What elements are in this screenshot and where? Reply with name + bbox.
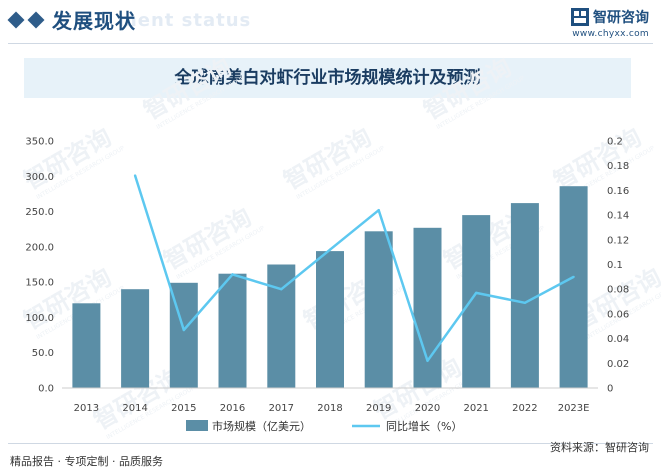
x-tick-label: 2018 — [317, 403, 342, 414]
y-right-tick-label: 0.06 — [607, 309, 629, 320]
y-left-tick-label: 50.0 — [32, 348, 54, 359]
brand-url: www.chyxx.com — [572, 28, 649, 39]
page-header: ment status 发展现状 智研咨询 www.chyxx.com — [0, 0, 661, 44]
y-left-tick-label: 250.0 — [25, 207, 54, 218]
y-left-tick-label: 200.0 — [25, 242, 54, 253]
x-tick-label: 2015 — [171, 403, 196, 414]
chart-title-band: 全球南美白对虾行业市场规模统计及预测 — [24, 58, 631, 98]
bar-2016 — [218, 273, 247, 388]
y-left-tick-label: 300.0 — [25, 172, 54, 183]
brand: 智研咨询 www.chyxx.com — [571, 6, 649, 39]
x-tick-label: 2021 — [463, 403, 488, 414]
line-layer — [133, 174, 575, 363]
growth-point-2015 — [182, 328, 185, 332]
growth-line — [133, 175, 575, 363]
y-right-tick-label: 0.18 — [607, 161, 629, 172]
growth-point-2023E — [572, 275, 575, 279]
y-right-tick-label: 0.02 — [607, 359, 629, 370]
bar-2013 — [72, 303, 101, 388]
brand-logo-icon — [571, 7, 589, 26]
y-right-tick-label: 0.12 — [607, 235, 629, 246]
y-right-tick-label: 0.04 — [607, 334, 629, 345]
bar-2023E — [559, 186, 588, 388]
y-left-tick-label: 150.0 — [25, 278, 54, 289]
bar-2020 — [413, 227, 442, 388]
x-tick-label: 2022 — [512, 403, 537, 414]
y-right-tick-label: 0.1 — [607, 260, 623, 271]
y-right-tick-label: 0.08 — [607, 285, 629, 296]
footer-source: 资料来源：智研咨询 — [550, 441, 649, 454]
x-tick-label: 2013 — [74, 403, 99, 414]
bar-2014 — [121, 289, 150, 388]
growth-point-2022 — [523, 301, 527, 304]
x-tick-label: 2016 — [220, 403, 245, 414]
y-right-tick-label: 0.2 — [607, 137, 623, 148]
footer-tagline: 精品报告 · 专项定制 · 品质服务 — [10, 455, 163, 468]
growth-point-2020 — [426, 359, 429, 362]
bar-2022 — [510, 203, 539, 388]
growth-point-2014 — [133, 174, 137, 177]
y-right-tick-label: 0.14 — [607, 211, 629, 222]
brand-name: 智研咨询 — [593, 9, 649, 26]
growth-point-2018 — [328, 248, 332, 251]
footer-divider — [8, 443, 653, 444]
legend-swatch-bar — [186, 420, 208, 431]
y-left-tick-label: 350.0 — [25, 137, 54, 148]
bar-2021 — [462, 215, 491, 388]
x-tick-label: 2023E — [558, 403, 590, 414]
header-watermark: ment status — [118, 10, 252, 31]
chart-title: 全球南美白对虾行业市场规模统计及预测 — [174, 68, 481, 88]
axes-layer: 0.0 50.0 100.0 150.0 200.0 250.0 300.0 350.0 0 0.… — [25, 137, 629, 415]
legend-layer: 市场规模（亿美元） 同比增长（%） — [186, 419, 462, 433]
bars-layer — [72, 186, 588, 388]
x-tick-label: 2017 — [269, 403, 294, 414]
y-left-tick-label: 100.0 — [25, 313, 54, 324]
y-right-tick-label: 0.16 — [607, 186, 629, 197]
growth-point-2021 — [475, 291, 478, 295]
growth-point-2019 — [377, 209, 380, 212]
growth-point-2016 — [231, 273, 234, 276]
y-right-tick-label: 0 — [607, 384, 613, 395]
bar-2017 — [267, 264, 296, 388]
bar-2019 — [364, 231, 393, 388]
legend-label-market-size: 市场规模（亿美元） — [212, 419, 311, 433]
section-title: 发展现状 — [52, 9, 136, 33]
header-divider — [8, 43, 653, 44]
bar-2018 — [316, 251, 344, 388]
y-left-tick-label: 0.0 — [38, 384, 54, 395]
growth-point-2017 — [280, 288, 283, 291]
x-tick-label: 2014 — [122, 403, 147, 414]
x-tick-label: 2020 — [415, 403, 440, 414]
legend-label-growth: 同比增长（%） — [386, 419, 462, 433]
x-tick-label: 2019 — [366, 403, 391, 414]
